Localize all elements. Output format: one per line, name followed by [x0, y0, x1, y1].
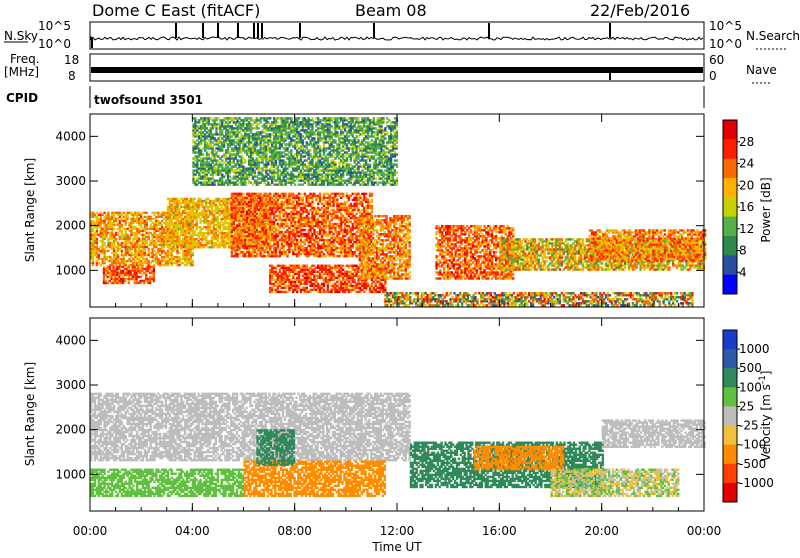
- data-cell: [284, 193, 286, 195]
- freq-tick-bottom: 8: [68, 69, 76, 83]
- data-cell: [371, 199, 373, 201]
- nave-label: Nave: [746, 63, 777, 77]
- data-cell: [370, 215, 372, 217]
- data-cell: [342, 193, 344, 195]
- data-cell: [96, 238, 98, 240]
- data-cell: [242, 193, 244, 195]
- data-cell: [113, 228, 115, 230]
- data-cell: [306, 287, 308, 289]
- data-cell: [238, 223, 240, 225]
- data-cell: [300, 193, 302, 195]
- data-cell: [306, 265, 308, 267]
- nsky-strip: N.Sky 10^5 10^0 10^5 10^0 N.Search: [4, 19, 800, 51]
- data-cell: [109, 266, 111, 268]
- data-cell: [319, 193, 321, 195]
- freq-label: Freq.: [10, 52, 40, 66]
- data-cell: [354, 279, 356, 281]
- data-cell: [342, 265, 344, 267]
- data-cell: [194, 198, 196, 200]
- data-cell: [169, 246, 171, 248]
- nsky-frame: [90, 22, 704, 49]
- nsearch-label: N.Search: [746, 29, 800, 43]
- data-cell: [385, 215, 387, 217]
- data-cell: [148, 248, 150, 250]
- nsearch-tick-bottom: 10^0: [709, 37, 742, 51]
- data-cell: [115, 238, 117, 240]
- station-title: Dome C East (fitACF): [92, 1, 260, 20]
- data-cell: [107, 212, 109, 214]
- data-cell: [304, 229, 306, 231]
- freq-band: [91, 67, 703, 73]
- data-cell: [286, 223, 288, 225]
- freq-strip: Freq. [MHz] 18 8 60 0 Nave: [4, 52, 777, 83]
- rti-figure-svg: Dome C East (fitACF) Beam 08 22/Feb/2016…: [0, 0, 800, 554]
- nsky-tick-bottom: 10^0: [38, 37, 71, 51]
- data-cell: [107, 250, 109, 252]
- freq-tick-top: 18: [64, 53, 79, 67]
- nsky-label: N.Sky: [4, 29, 38, 43]
- data-cell: [192, 260, 194, 262]
- data-cell: [117, 254, 119, 256]
- nave-tick-bottom: 0: [709, 69, 717, 83]
- data-cell: [103, 242, 105, 244]
- data-cell: [384, 287, 386, 289]
- data-cell: [269, 193, 271, 195]
- data-cell: [121, 250, 123, 252]
- data-cell: [332, 273, 334, 275]
- date-title: 22/Feb/2016: [590, 1, 690, 20]
- beam-title: Beam 08: [355, 1, 427, 20]
- data-cell: [178, 252, 180, 254]
- data-cell: [371, 193, 373, 195]
- data-cell: [146, 212, 148, 214]
- data-cell: [376, 229, 378, 231]
- data-cell: [192, 252, 194, 254]
- data-cell: [121, 224, 123, 226]
- data-cell: [153, 266, 155, 268]
- data-cell: [336, 199, 338, 201]
- cpid-value: twofsound 3501: [94, 93, 203, 107]
- nsearch-tick-top: 10^5: [709, 19, 742, 33]
- nsky-line: [91, 37, 703, 40]
- data-cell: [365, 193, 367, 195]
- data-cell: [359, 247, 361, 249]
- nave-tick-top: 60: [709, 53, 724, 67]
- data-cell: [186, 226, 188, 228]
- data-cell: [371, 205, 373, 207]
- nsky-tick-top: 10^5: [38, 19, 71, 33]
- cpid-label: CPID: [6, 91, 38, 105]
- data-cell: [128, 266, 130, 268]
- power-cells: [90, 117, 706, 306]
- data-cell: [357, 207, 359, 209]
- freq-unit: [MHz]: [4, 65, 39, 79]
- data-cell: [178, 236, 180, 238]
- fan-rti-plot: Dome C East (fitACF) Beam 08 22/Feb/2016…: [0, 0, 800, 554]
- nsky-trace: [91, 23, 703, 48]
- nave-spike: [609, 73, 611, 80]
- cpid-strip: CPID twofsound 3501: [6, 86, 704, 108]
